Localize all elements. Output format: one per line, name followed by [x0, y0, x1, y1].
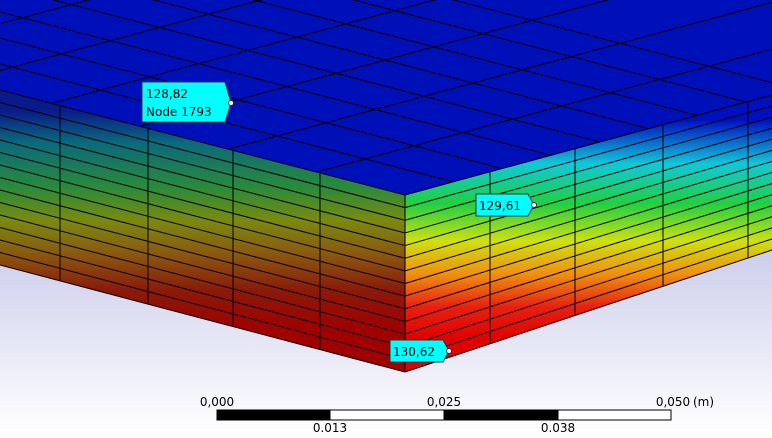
mesh-line [0, 89, 406, 196]
probe: 130,62 [389, 339, 452, 363]
mesh-line [404, 116, 772, 221]
mesh-line [316, 0, 772, 173]
right-face [405, 95, 772, 372]
mesh-line [404, 194, 772, 310]
mesh-line [0, 102, 406, 209]
mesh-line [0, 0, 772, 143]
mesh-line [404, 227, 772, 348]
mesh-line [404, 172, 772, 284]
scale-label: 0.038 [541, 421, 575, 434]
mesh-line [0, 0, 678, 58]
scale-unit: (m) [693, 395, 714, 409]
mesh-line [140, 0, 772, 127]
mesh-line [404, 249, 772, 373]
mesh-line [404, 149, 772, 259]
probe: 129,61 [475, 193, 537, 217]
mesh-line [0, 114, 406, 221]
probe-box [141, 81, 232, 123]
probe-dot [531, 202, 537, 208]
scale-label: 0.013 [313, 421, 347, 434]
mesh-line [0, 177, 406, 284]
probe-box [389, 339, 450, 363]
mesh-line [0, 202, 406, 310]
mesh-line [404, 238, 772, 360]
probe-dot [446, 348, 452, 354]
mesh-line [0, 0, 766, 81]
scale-label: 0,025 [427, 395, 461, 409]
mesh-line [0, 0, 772, 117]
scale-segment [216, 409, 331, 421]
probe-box [475, 193, 535, 217]
mesh-line [0, 152, 406, 259]
mesh-line [0, 37, 772, 195]
mesh-line [52, 0, 772, 104]
probe: 128,82 Node 1793 [141, 81, 234, 123]
mesh-line [404, 127, 772, 234]
mesh-line [0, 239, 406, 348]
probe-value: 129,61 [479, 199, 521, 213]
mesh-line [0, 214, 406, 322]
mesh-line [0, 0, 772, 91]
mesh [0, 0, 772, 373]
mesh-line [0, 264, 406, 373]
mesh-line [0, 63, 772, 195]
scale-segment [329, 409, 445, 421]
mesh-line [0, 227, 406, 335]
mesh-line [404, 205, 772, 322]
probe-node: Node 1793 [146, 105, 212, 119]
mesh-line [0, 189, 406, 297]
mesh-line [0, 252, 406, 360]
mesh-line [404, 138, 772, 247]
scale-segment [443, 409, 559, 421]
scale-segment [557, 409, 672, 421]
mesh-line [404, 216, 772, 335]
mesh-line [0, 127, 406, 234]
mesh-line [0, 164, 406, 272]
mesh-line [404, 105, 772, 209]
probe-value: 128,82 [146, 87, 188, 101]
probe-dot [228, 100, 234, 106]
top-face [0, 0, 772, 195]
mesh-line [228, 0, 772, 150]
mesh-line [404, 183, 772, 297]
mesh-line [0, 139, 406, 247]
mesh-line [404, 160, 772, 272]
scale-bar: 0,000 0,025 0,050 (m) 0.013 0.038 [200, 395, 714, 435]
scale-label: 0,050 [656, 395, 690, 409]
scale-label: 0,000 [200, 395, 234, 409]
probe-value: 130,62 [393, 345, 435, 359]
